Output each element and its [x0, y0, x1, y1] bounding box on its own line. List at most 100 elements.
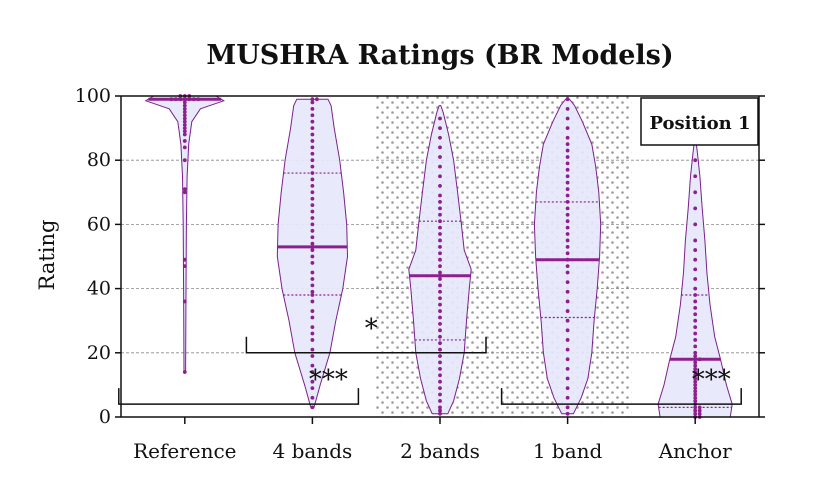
data-point [565, 299, 570, 304]
data-point [182, 264, 187, 269]
data-point [693, 379, 698, 384]
data-point [310, 222, 315, 227]
data-point [191, 97, 196, 102]
violin-body [533, 98, 602, 415]
data-point [693, 174, 698, 179]
data-point [438, 155, 442, 159]
data-point [310, 228, 315, 233]
data-point [565, 386, 570, 391]
data-point [310, 235, 315, 240]
data-point [438, 386, 442, 391]
data-point [565, 264, 570, 269]
data-point [182, 126, 187, 130]
data-point [693, 222, 698, 227]
data-point [693, 392, 698, 397]
data-point [565, 289, 570, 294]
data-point [310, 277, 315, 281]
data-point [693, 299, 698, 304]
chart-title: MUSHRA Ratings (BR Models) [206, 40, 673, 71]
data-point [310, 244, 315, 249]
data-point [438, 315, 442, 320]
data-point [438, 277, 442, 281]
data-point [693, 366, 698, 371]
data-point [693, 363, 698, 368]
y-tick-label: 80 [87, 149, 111, 171]
data-point [693, 373, 698, 378]
x-tick-label: 1 band [533, 439, 603, 463]
data-point [438, 360, 442, 365]
data-point [438, 399, 442, 403]
data-point [693, 318, 698, 323]
data-point [182, 190, 187, 195]
data-point [310, 113, 315, 118]
data-point [565, 126, 570, 130]
data-point [438, 219, 442, 224]
data-point [438, 334, 442, 339]
data-point [693, 257, 698, 262]
data-point [310, 363, 315, 368]
data-point [438, 212, 442, 217]
data-point [565, 395, 570, 400]
data-point [693, 325, 698, 330]
data-point [697, 357, 702, 362]
data-point [565, 225, 570, 230]
data-point [310, 254, 315, 259]
data-point [693, 386, 698, 391]
data-point [438, 392, 442, 397]
data-point [565, 193, 570, 198]
x-tick-label: 4 bands [273, 439, 353, 463]
data-point [565, 167, 570, 172]
data-point [315, 97, 319, 102]
data-point [565, 357, 570, 362]
data-point [438, 145, 442, 150]
significance-label: *** [692, 365, 731, 395]
data-point [693, 286, 698, 291]
data-point [310, 106, 315, 111]
data-point [693, 293, 698, 297]
data-point [438, 126, 442, 130]
data-point [182, 187, 187, 191]
data-point [565, 244, 570, 249]
data-point [438, 225, 442, 230]
y-tick-label: 40 [87, 278, 111, 300]
data-point [565, 97, 570, 102]
data-point [310, 283, 315, 288]
data-point [693, 344, 698, 349]
data-point [438, 183, 442, 188]
data-point [310, 209, 315, 214]
y-tick-label: 60 [87, 213, 111, 235]
data-point [693, 360, 698, 365]
data-point [693, 158, 698, 163]
data-point [565, 187, 570, 191]
data-point [565, 347, 570, 352]
data-point [438, 322, 442, 326]
data-point [310, 248, 315, 252]
data-point [693, 277, 698, 281]
data-point [565, 135, 570, 140]
data-point [310, 119, 315, 124]
data-point [182, 129, 187, 134]
data-point [438, 289, 442, 294]
data-point [565, 212, 570, 217]
data-point [310, 347, 315, 352]
data-point [438, 264, 442, 269]
data-point [310, 190, 315, 195]
data-point [310, 132, 315, 137]
data-point [693, 331, 698, 336]
data-point [310, 126, 315, 130]
data-point [310, 270, 315, 275]
data-point [438, 193, 442, 198]
data-point [310, 171, 315, 175]
y-axis-label: Rating [35, 220, 59, 291]
data-point [565, 155, 570, 159]
significance-bracket [245, 336, 487, 354]
data-point [693, 190, 698, 195]
data-point [693, 248, 698, 252]
violin-body [144, 95, 225, 373]
data-point [693, 312, 698, 317]
data-point [310, 196, 315, 201]
data-point [182, 110, 187, 114]
data-point [565, 106, 570, 111]
data-point [693, 411, 698, 416]
data-point [438, 405, 442, 410]
